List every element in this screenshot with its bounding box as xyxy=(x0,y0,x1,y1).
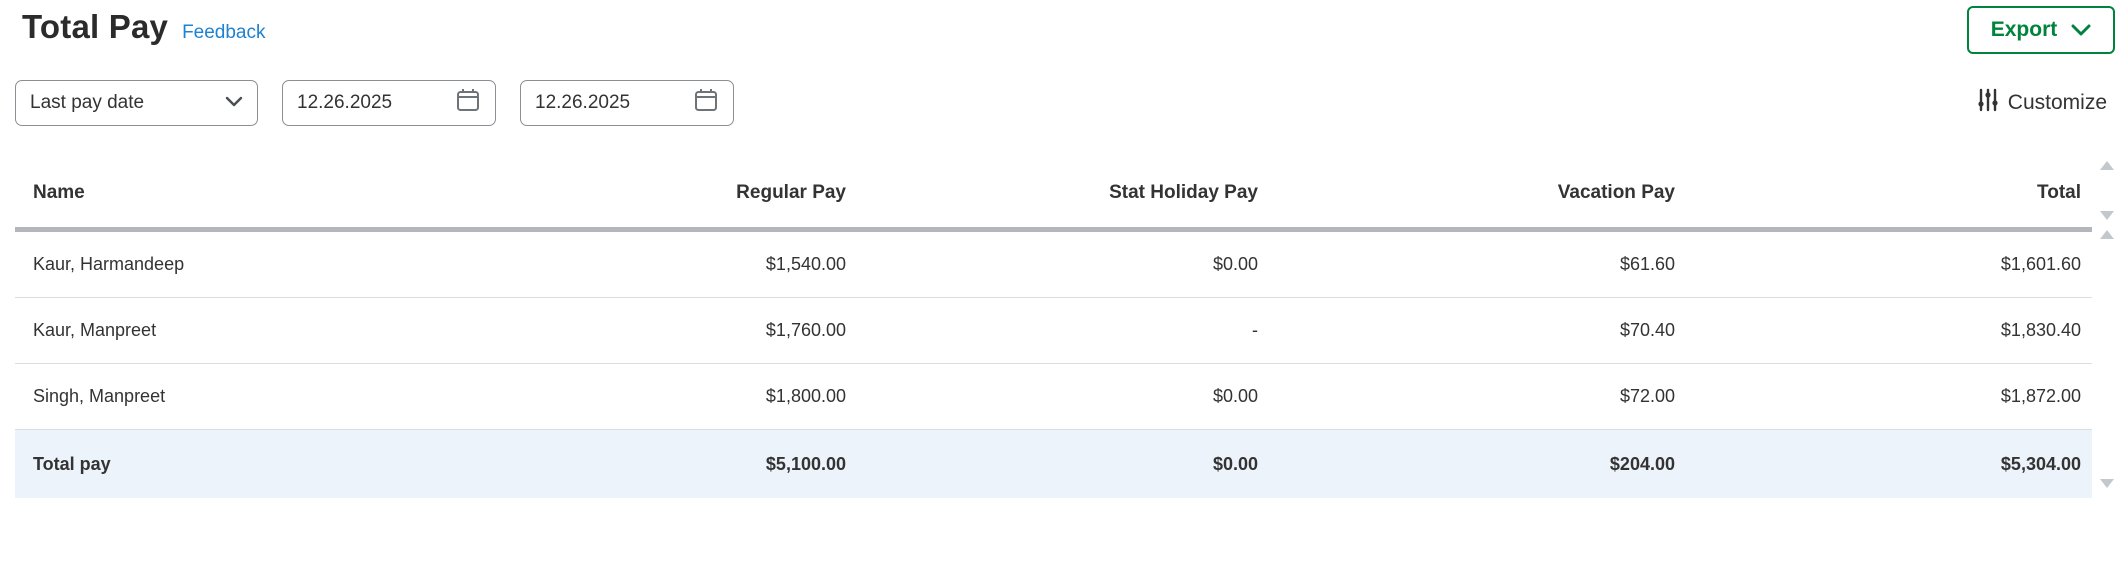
total-value: $1,872.00 xyxy=(2000,386,2081,406)
column-header-regular-pay: Regular Pay xyxy=(736,182,846,203)
export-button-label: Export xyxy=(1990,18,2058,41)
regular-pay-value: $1,760.00 xyxy=(765,320,846,340)
sliders-icon xyxy=(1977,88,1999,118)
column-header-vacation-pay: Vacation Pay xyxy=(1557,182,1675,203)
chevron-down-icon xyxy=(2071,24,2091,37)
table-row[interactable]: Singh, Manpreet $1,800.00 $0.00 $72.00 $… xyxy=(15,364,2092,430)
regular-pay-value: $1,800.00 xyxy=(765,386,846,406)
pay-period-select[interactable]: Last pay date xyxy=(15,80,258,126)
scroll-down-icon[interactable] xyxy=(2100,479,2114,488)
vacation-pay-value: $70.40 xyxy=(1619,320,1675,340)
employee-name: Singh, Manpreet xyxy=(33,386,166,406)
total-vacation-pay: $204.00 xyxy=(1609,453,1675,474)
stat-holiday-pay-value: $0.00 xyxy=(1212,386,1258,406)
title-group: Total Pay Feedback xyxy=(22,6,266,46)
total-stat-holiday-pay: $0.00 xyxy=(1212,453,1258,474)
scroll-up-icon[interactable] xyxy=(2100,161,2114,170)
regular-pay-value: $1,540.00 xyxy=(765,254,846,274)
customize-button-label: Customize xyxy=(2007,91,2107,114)
customize-button[interactable]: Customize xyxy=(1977,88,2110,118)
chevron-down-icon xyxy=(225,92,243,114)
export-button[interactable]: Export xyxy=(1967,6,2115,54)
start-date-input[interactable] xyxy=(297,92,427,114)
scroll-up-icon[interactable] xyxy=(2100,230,2114,239)
calendar-icon[interactable] xyxy=(693,87,719,119)
top-bar: Total Pay Feedback Export xyxy=(0,0,2125,54)
total-pay-table: Name Regular Pay Stat Holiday Pay Vacati… xyxy=(15,159,2092,498)
table-row[interactable]: Kaur, Harmandeep $1,540.00 $0.00 $61.60 … xyxy=(15,232,2092,298)
total-value: $1,601.60 xyxy=(2000,254,2081,274)
table-header-row: Name Regular Pay Stat Holiday Pay Vacati… xyxy=(15,159,2092,232)
total-regular-pay: $5,100.00 xyxy=(765,453,846,474)
column-header-stat-holiday-pay: Stat Holiday Pay xyxy=(1109,182,1258,203)
page-title: Total Pay xyxy=(22,8,169,45)
filter-bar: Last pay date xyxy=(0,80,2125,126)
total-overall: $5,304.00 xyxy=(2000,453,2081,474)
column-header-name: Name xyxy=(33,182,85,203)
employee-name: Kaur, Harmandeep xyxy=(33,254,185,274)
end-date-field[interactable] xyxy=(520,80,734,126)
total-row-label: Total pay xyxy=(33,453,111,474)
stat-holiday-pay-value: $0.00 xyxy=(1212,254,1258,274)
feedback-link[interactable]: Feedback xyxy=(182,22,266,43)
table-total-row: Total pay $5,100.00 $0.00 $204.00 $5,304… xyxy=(15,430,2092,498)
vacation-pay-value: $72.00 xyxy=(1619,386,1675,406)
end-date-input[interactable] xyxy=(535,92,665,114)
scroll-down-icon[interactable] xyxy=(2100,211,2114,220)
vacation-pay-value: $61.60 xyxy=(1619,254,1675,274)
column-header-total: Total xyxy=(2037,182,2081,203)
total-value: $1,830.40 xyxy=(2000,320,2081,340)
calendar-icon[interactable] xyxy=(455,87,481,119)
employee-name: Kaur, Manpreet xyxy=(33,320,157,340)
table-row[interactable]: Kaur, Manpreet $1,760.00 - $70.40 $1,830… xyxy=(15,298,2092,364)
start-date-field[interactable] xyxy=(282,80,496,126)
pay-period-select-value: Last pay date xyxy=(30,92,145,113)
stat-holiday-pay-value: - xyxy=(1252,320,1258,340)
